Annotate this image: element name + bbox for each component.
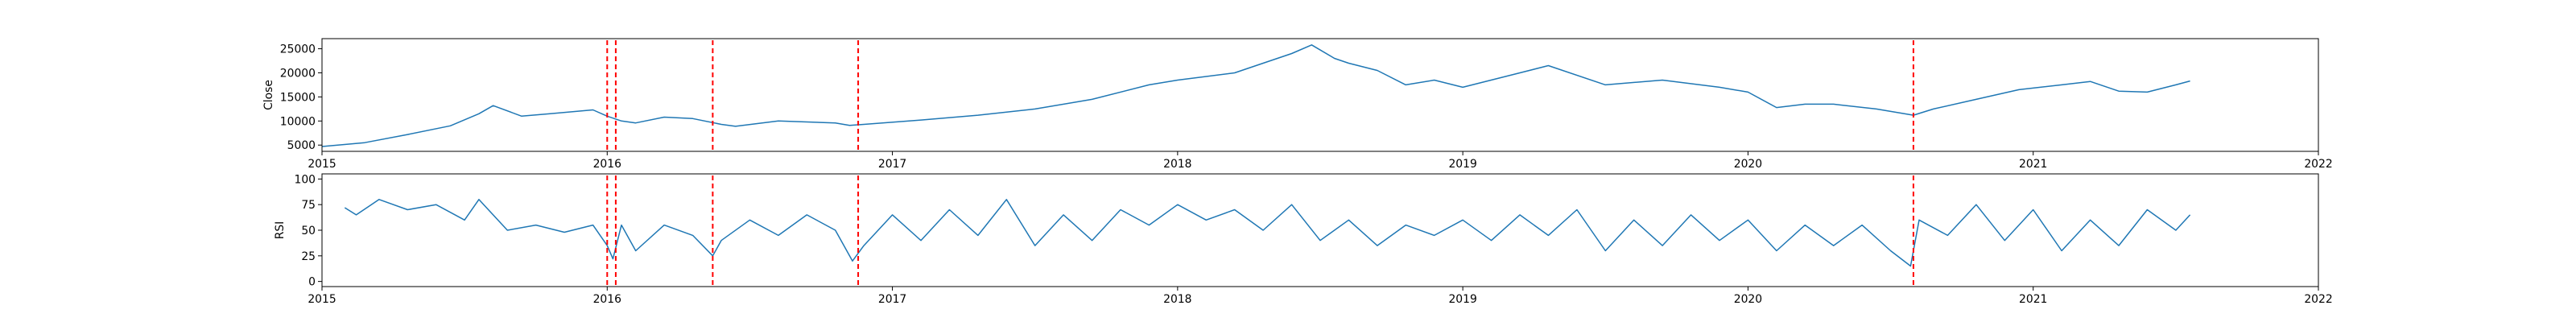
rsi-x-tick-label: 2017: [878, 293, 906, 306]
close-x-tick-label: 2022: [2304, 158, 2332, 171]
close-panel: 2015 2016 2017 2018 2019 2020 2021 2022 5000 100…: [262, 38, 2333, 171]
close-x-tick-label: 2015: [308, 158, 336, 171]
rsi-y-tick-label: 50: [301, 225, 316, 237]
rsi-x-tick-label: 2015: [308, 293, 336, 306]
close-y-tick-label: 25000: [280, 43, 316, 56]
rsi-y-tick-label: 0: [308, 276, 316, 289]
close-x-ticks: 2015 2016 2017 2018 2019 2020 2021 2022: [308, 151, 2333, 171]
rsi-plot-area: [344, 175, 2191, 287]
rsi-x-tick-label: 2020: [1734, 293, 1762, 306]
rsi-y-tick-label: 25: [301, 250, 316, 263]
rsi-x-tick-label: 2016: [593, 293, 621, 306]
rsi-series-line: [344, 199, 2191, 267]
close-x-tick-label: 2019: [1448, 158, 1476, 171]
rsi-x-tick-label: 2022: [2304, 293, 2332, 306]
close-y-tick-label: 20000: [280, 67, 316, 80]
rsi-x-tick-label: 2019: [1448, 293, 1476, 306]
close-y-tick-label: 10000: [280, 115, 316, 128]
rsi-panel: 2015 2016 2017 2018 2019 2020 2021 2022 0 25 50 75…: [274, 173, 2333, 306]
close-y-tick-label: 5000: [287, 139, 316, 152]
close-x-tick-label: 2016: [593, 158, 621, 171]
close-plot-area: [321, 40, 2190, 151]
close-x-tick-label: 2021: [2019, 158, 2047, 171]
close-x-tick-label: 2017: [878, 158, 906, 171]
rsi-y-tick-label: 100: [294, 173, 316, 186]
rsi-x-tick-label: 2018: [1163, 293, 1191, 306]
close-y-axis-label: Close: [262, 80, 275, 110]
rsi-y-ticks: 0 25 50 75 100: [294, 173, 322, 289]
rsi-x-ticks: 2015 2016 2017 2018 2019 2020 2021 2022: [308, 287, 2333, 306]
rsi-y-tick-label: 75: [301, 199, 316, 212]
rsi-x-tick-label: 2021: [2019, 293, 2047, 306]
close-series-line: [321, 44, 2190, 147]
close-y-tick-label: 15000: [280, 91, 316, 104]
rsi-y-axis-label: RSI: [274, 221, 287, 240]
close-x-tick-label: 2020: [1734, 158, 1762, 171]
close-x-tick-label: 2018: [1163, 158, 1191, 171]
close-y-ticks: 5000 10000 15000 20000 25000: [280, 43, 322, 152]
close-axes-frame: [321, 38, 2319, 152]
